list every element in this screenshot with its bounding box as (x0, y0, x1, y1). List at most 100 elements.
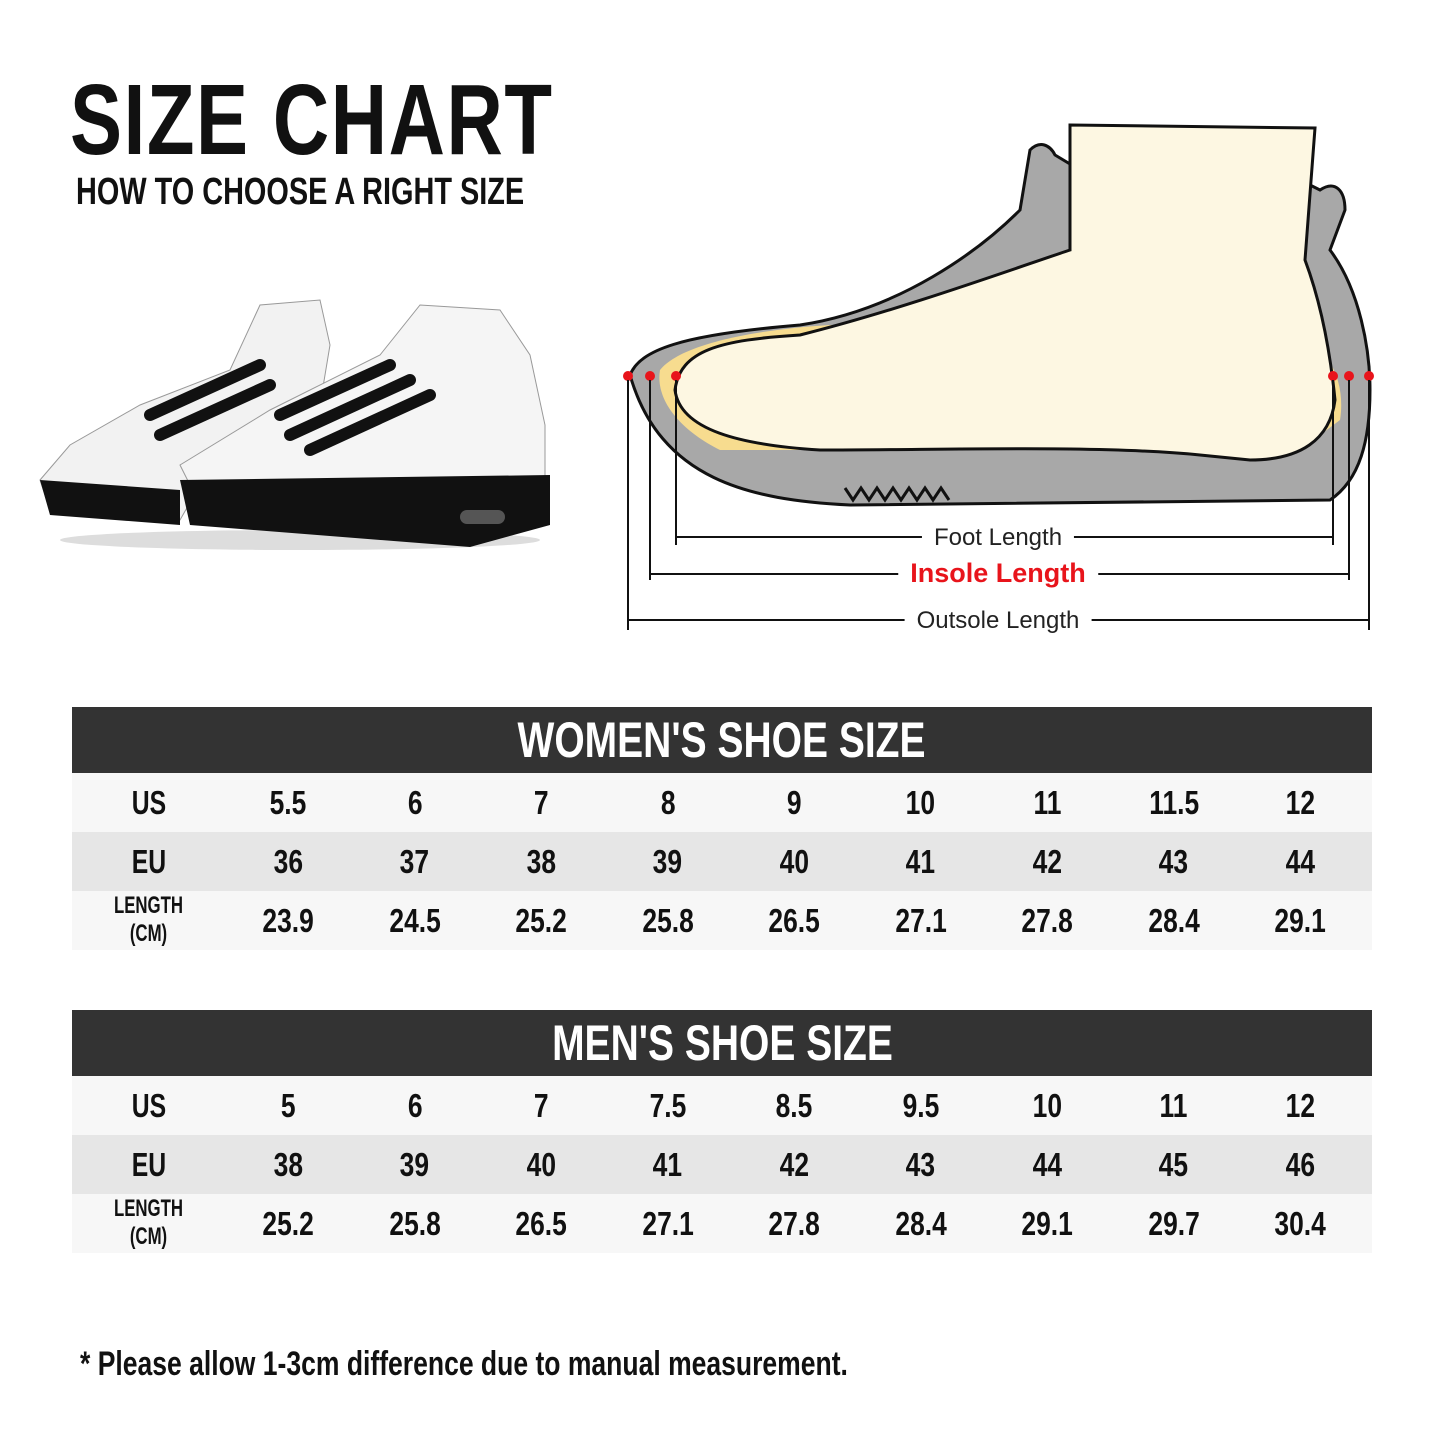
sneaker-image (39, 299, 550, 550)
table-cell: 25.8 (352, 1205, 479, 1243)
table-cell: 25.2 (225, 1205, 352, 1243)
table-cell: 12 (1237, 784, 1364, 822)
table-cell: 44 (1237, 843, 1364, 881)
table-cell: 11 (984, 784, 1111, 822)
cell-value: 26.5 (515, 1204, 567, 1242)
cell-value: 11 (1033, 783, 1062, 821)
cell-value: 8 (660, 783, 676, 821)
table-cell: 43 (858, 1146, 985, 1184)
mens-size-table: MEN'S SHOE SIZE US 5 6 7 7.5 8.5 9.5 10 11 12 EU 38… (72, 1010, 1372, 1253)
measurement-points (623, 371, 1374, 381)
table-cell: 8 (605, 784, 732, 822)
table-title: WOMEN'S SHOE SIZE (518, 712, 926, 768)
table-cell: 6 (352, 784, 479, 822)
table-cell: 25.2 (478, 902, 605, 940)
row-label: US (72, 784, 225, 822)
table-cell: 28.4 (858, 1205, 985, 1243)
table-cell: 29.7 (1111, 1205, 1238, 1243)
table-cell: 7 (478, 784, 605, 822)
cell-value: 11 (1159, 1086, 1188, 1124)
row-label: LENGTH (CM) (72, 892, 225, 949)
table-cell: 5.5 (225, 784, 352, 822)
cell-value: 28.4 (1148, 901, 1200, 939)
cell-value: 10 (906, 783, 936, 821)
table-header: WOMEN'S SHOE SIZE (72, 707, 1372, 773)
table-cell: 27.1 (858, 902, 985, 940)
cell-value: 29.7 (1148, 1204, 1200, 1242)
cell-value: 43 (906, 1145, 936, 1183)
cell-value: 12 (1285, 783, 1315, 821)
cell-value: 27.8 (1021, 901, 1073, 939)
table-cell: 29.1 (984, 1205, 1111, 1243)
cell-value: 25.8 (389, 1204, 441, 1242)
cell-value: 44 (1285, 842, 1315, 880)
cell-value: 40 (526, 1145, 556, 1183)
row-label-text: LENGTH (CM) (113, 892, 184, 947)
row-label: EU (72, 843, 225, 881)
table-cell: 5 (225, 1087, 352, 1125)
cell-value: 7 (533, 783, 549, 821)
cell-value: 38 (526, 842, 556, 880)
table-cell: 27.1 (605, 1205, 732, 1243)
cell-value: 10 (1032, 1086, 1062, 1124)
cell-value: 45 (1159, 1145, 1189, 1183)
table-cell: 38 (478, 843, 605, 881)
table-row: US 5 6 7 7.5 8.5 9.5 10 11 12 (72, 1076, 1372, 1135)
cell-value: 29.1 (1274, 901, 1326, 939)
cell-value: 7 (533, 1086, 549, 1124)
table-header: MEN'S SHOE SIZE (72, 1010, 1372, 1076)
table-cell: 8.5 (731, 1087, 858, 1125)
cell-value: 44 (1032, 1145, 1062, 1183)
table-cell: 46 (1237, 1146, 1364, 1184)
table-cell: 26.5 (731, 902, 858, 940)
table-cell: 40 (478, 1146, 605, 1184)
cell-value: 27.1 (895, 901, 947, 939)
table-cell: 42 (984, 843, 1111, 881)
table-cell: 10 (984, 1087, 1111, 1125)
row-label-text: EU (131, 1145, 166, 1183)
cell-value: 39 (653, 842, 683, 880)
cell-value: 11.5 (1148, 783, 1199, 821)
table-cell: 24.5 (352, 902, 479, 940)
cell-value: 26.5 (768, 901, 820, 939)
cell-value: 28.4 (895, 1204, 947, 1242)
table-cell: 42 (731, 1146, 858, 1184)
table-row: EU 36 37 38 39 40 41 42 43 44 (72, 832, 1372, 891)
outsole-length-label: Outsole Length (904, 607, 1092, 635)
cell-value: 25.2 (262, 1204, 314, 1242)
row-label: EU (72, 1146, 225, 1184)
cell-value: 9.5 (902, 1086, 940, 1124)
row-label: LENGTH (CM) (72, 1195, 225, 1252)
table-cell: 27.8 (731, 1205, 858, 1243)
table-row: EU 38 39 40 41 42 43 44 45 46 (72, 1135, 1372, 1194)
cell-value: 7.5 (649, 1086, 687, 1124)
table-cell: 6 (352, 1087, 479, 1125)
cell-value: 46 (1285, 1145, 1315, 1183)
cell-value: 41 (906, 842, 936, 880)
table-cell: 25.8 (605, 902, 732, 940)
table-row: LENGTH (CM) 25.2 25.8 26.5 27.1 27.8 28.4 29.1 2… (72, 1194, 1372, 1253)
table-cell: 30.4 (1237, 1205, 1364, 1243)
cell-value: 9 (786, 783, 802, 821)
footnote: * Please allow 1-3cm difference due to m… (80, 1345, 848, 1383)
cell-value: 38 (273, 1145, 303, 1183)
table-cell: 11.5 (1111, 784, 1238, 822)
cell-value: 39 (400, 1145, 430, 1183)
table-cell: 7 (478, 1087, 605, 1125)
table-cell: 9.5 (858, 1087, 985, 1125)
cell-value: 8.5 (775, 1086, 813, 1124)
table-cell: 26.5 (478, 1205, 605, 1243)
cell-value: 27.1 (642, 1204, 694, 1242)
table-cell: 29.1 (1237, 902, 1364, 940)
table-cell: 7.5 (605, 1087, 732, 1125)
page-subtitle: HOW TO CHOOSE A RIGHT SIZE (76, 171, 525, 213)
table-cell: 41 (858, 843, 985, 881)
table-cell: 44 (984, 1146, 1111, 1184)
row-label-text: US (131, 783, 166, 821)
cell-value: 5.5 (269, 783, 307, 821)
table-cell: 10 (858, 784, 985, 822)
table-title: MEN'S SHOE SIZE (551, 1015, 893, 1071)
table-row: US 5.5 6 7 8 9 10 11 11.5 12 (72, 773, 1372, 832)
cell-value: 25.8 (642, 901, 694, 939)
cell-value: 29.1 (1021, 1204, 1073, 1242)
